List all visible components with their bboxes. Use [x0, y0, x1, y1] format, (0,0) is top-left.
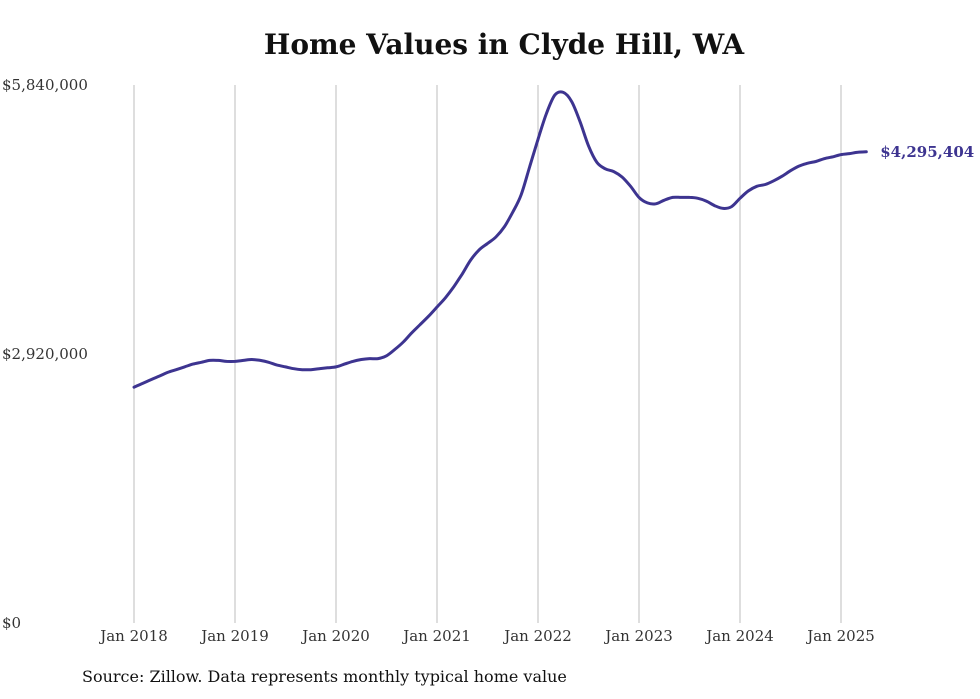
chart-title: Home Values in Clyde Hill, WA	[263, 28, 745, 61]
end-value-label: $4,295,404	[880, 143, 974, 161]
vertical-grid	[133, 85, 842, 623]
y-tick-label: $2,920,000	[2, 345, 88, 363]
series-lines	[132, 90, 868, 389]
x-tick-label: Jan 2023	[603, 627, 673, 645]
x-axis-tick-labels: Jan 2018 Jan 2019 Jan 2020 Jan 2021 Jan 2022…	[98, 627, 875, 645]
x-tick-label: Jan 2020	[300, 627, 370, 645]
y-tick-label: $0	[2, 614, 21, 632]
y-tick-label: $5,840,000	[2, 76, 88, 94]
x-tick-label: Jan 2024	[704, 627, 774, 645]
x-tick-label: Jan 2019	[199, 627, 269, 645]
y-axis-tick-labels: $0 $2,920,000 $5,840,000	[2, 76, 88, 632]
x-tick-label: Jan 2025	[805, 627, 875, 645]
x-tick-label: Jan 2022	[502, 627, 572, 645]
source-note: Source: Zillow. Data represents monthly …	[82, 667, 567, 686]
series-line	[132, 90, 868, 389]
x-tick-label: Jan 2018	[98, 627, 168, 645]
x-tick-label: Jan 2021	[401, 627, 471, 645]
data-labels: $4,295,404	[880, 143, 974, 161]
